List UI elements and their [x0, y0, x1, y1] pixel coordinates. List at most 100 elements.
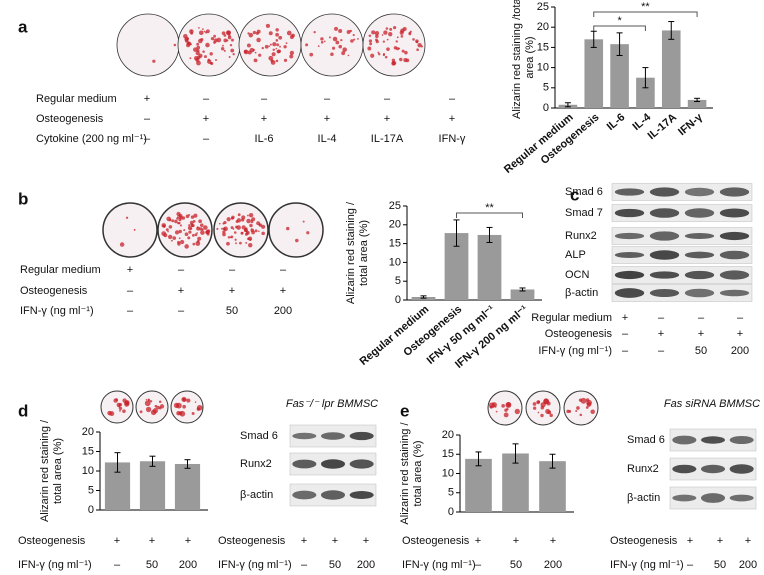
y-tick-label: 5	[88, 484, 94, 496]
stain-spot	[247, 32, 250, 35]
stain-spot	[547, 410, 552, 415]
condition-label: Osteogenesis	[20, 285, 88, 297]
stain-spot	[192, 242, 196, 246]
condition-cell: 200	[274, 305, 292, 317]
stain-spot	[256, 37, 261, 43]
stain-spot	[201, 28, 204, 31]
stain-spot	[347, 54, 350, 57]
stain-spot	[232, 228, 235, 230]
stain-spot	[149, 400, 153, 403]
stain-spot	[313, 30, 316, 34]
stain-spot	[540, 406, 545, 410]
condition-cell: +	[178, 285, 184, 297]
stain-spot	[196, 49, 200, 53]
significance-label: **	[485, 202, 494, 214]
stain-spot	[203, 30, 206, 33]
stain-spot	[334, 26, 338, 31]
condition-cell: IFN-γ	[439, 133, 466, 145]
error-bar	[668, 21, 675, 40]
well-image	[213, 202, 269, 258]
stain-spot	[188, 230, 192, 234]
stain-spot	[236, 218, 242, 223]
condition-cell: +	[229, 285, 235, 297]
blot-band	[649, 250, 680, 260]
stain-spot	[580, 397, 587, 404]
condition-cell: –	[301, 559, 308, 571]
stain-spot	[241, 225, 246, 230]
blot-band	[729, 435, 754, 445]
stain-spot	[268, 31, 273, 36]
stain-spot	[206, 229, 211, 234]
stain-spot	[309, 52, 314, 57]
stain-spot	[420, 45, 423, 48]
blot-band	[320, 459, 346, 469]
condition-cell: –	[280, 264, 287, 276]
stain-spot	[367, 46, 372, 51]
condition-cell: 50	[146, 559, 158, 571]
y-tick-label: 15	[82, 445, 94, 457]
condition-cell: +	[449, 113, 455, 125]
y-tick-label: 10	[442, 467, 454, 479]
condition-cell: +	[622, 312, 628, 324]
y-axis-label: Alizarin red staining /total	[511, 0, 523, 119]
stain-spot	[338, 44, 343, 49]
stain-spot	[237, 213, 241, 217]
stain-spot	[396, 36, 399, 39]
condition-cell: +	[280, 285, 286, 297]
stain-spot	[331, 46, 336, 50]
stain-spot	[191, 234, 195, 237]
stain-spot	[225, 30, 231, 36]
stain-spot	[232, 53, 235, 56]
stain-spot	[261, 46, 264, 50]
stain-spot	[190, 215, 195, 219]
stain-spot	[220, 46, 225, 51]
stain-spot	[197, 236, 202, 241]
well-image	[100, 390, 134, 424]
stain-spot	[226, 217, 231, 222]
stain-spot	[193, 47, 198, 52]
y-tick-label: 5	[395, 275, 401, 287]
stain-spot	[226, 39, 229, 42]
condition-label: Osteogenesis	[18, 535, 86, 547]
stain-spot	[289, 35, 294, 40]
stain-spot	[124, 400, 130, 406]
blot-band	[320, 432, 346, 440]
condition-cell: 50	[510, 559, 522, 571]
error-bar	[486, 226, 493, 243]
condition-cell: 50	[226, 305, 238, 317]
stain-spot	[275, 28, 279, 32]
blot-band-label: OCN	[565, 269, 590, 281]
stain-spot	[170, 239, 173, 242]
stain-spot	[251, 217, 256, 222]
stain-spot	[503, 412, 509, 418]
stain-spot	[286, 30, 292, 36]
blot-band-label: Runx2	[627, 463, 659, 475]
stain-spot	[250, 220, 254, 224]
condition-cell: –	[449, 93, 456, 105]
condition-cell: +	[513, 535, 519, 547]
condition-label: Regular medium	[531, 312, 612, 324]
stain-spot	[119, 410, 121, 412]
stain-spot	[249, 238, 252, 241]
blot-band	[684, 187, 715, 197]
significance-bracket	[456, 212, 523, 218]
condition-label: IFN-γ (ng ml⁻¹)	[610, 559, 684, 571]
stain-spot	[240, 231, 244, 235]
stain-spot	[227, 236, 231, 239]
y-tick-label: 15	[537, 41, 549, 53]
stain-spot	[171, 219, 175, 223]
well-image	[563, 390, 599, 426]
significance-bracket	[593, 11, 698, 17]
bar	[687, 99, 707, 108]
stain-spot	[320, 40, 324, 44]
stain-spot	[176, 402, 182, 409]
stain-spot	[286, 226, 290, 231]
y-axis-label: total area (%)	[412, 440, 424, 506]
stain-spot	[249, 223, 253, 228]
condition-cell: 200	[731, 345, 749, 357]
stain-spot	[261, 224, 266, 229]
stain-spot	[168, 225, 173, 229]
stain-spot	[245, 241, 248, 244]
blot-band	[649, 231, 680, 241]
stain-spot	[504, 408, 508, 412]
